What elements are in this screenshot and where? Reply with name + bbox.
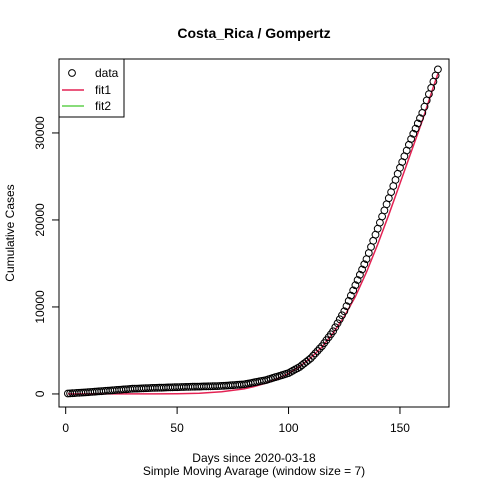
data-point <box>409 129 418 138</box>
data-point <box>329 327 338 336</box>
y-tick-label: 30000 <box>33 116 47 150</box>
data-point <box>353 276 362 284</box>
data-point <box>333 319 342 328</box>
y-tick-label: 10000 <box>33 290 47 324</box>
legend-fit2-label: fit2 <box>95 99 111 113</box>
legend-data-label: data <box>95 66 119 80</box>
legend-box <box>58 58 125 118</box>
legend-fit1-label: fit1 <box>95 83 111 97</box>
data-point <box>413 119 422 128</box>
x-axis-sublabel: Simple Moving Avarage (window size = 7) <box>143 464 365 478</box>
fit1-line <box>67 73 439 395</box>
data-point <box>416 114 424 123</box>
data-point <box>360 260 369 269</box>
legend-data-symbol <box>68 69 76 77</box>
data-point <box>306 354 315 363</box>
data-point <box>309 351 318 360</box>
data-point <box>331 323 340 332</box>
data-point <box>311 349 320 358</box>
data-point <box>338 311 346 320</box>
data-point <box>407 135 416 143</box>
data-point <box>349 286 358 295</box>
series-data <box>64 65 442 398</box>
data-point <box>313 347 322 355</box>
chart-title: Costa_Rica / Gompertz <box>177 25 330 41</box>
legend: data fit1 fit2 <box>58 58 125 118</box>
data-point <box>344 297 353 305</box>
y-axis-label: Cumulative Cases <box>3 184 17 281</box>
data-point <box>358 265 367 274</box>
y-tick-label: 20000 <box>33 203 47 237</box>
x-tick-label: 0 <box>62 421 69 435</box>
data-point <box>340 307 349 316</box>
data-point <box>411 124 420 133</box>
data-point <box>304 356 313 364</box>
x-axis: 0 50 100 150 <box>62 406 410 435</box>
data-point <box>286 368 295 376</box>
data-point <box>351 281 360 290</box>
y-axis: 0 10000 20000 30000 <box>33 116 60 397</box>
series-fit1 <box>67 73 439 395</box>
data-point <box>356 270 364 279</box>
data-point <box>342 302 351 311</box>
data-point <box>347 291 355 300</box>
x-tick-label: 150 <box>390 421 410 435</box>
data-point <box>335 315 344 324</box>
x-axis-label: Days since 2020-03-18 <box>192 451 316 465</box>
x-tick-label: 100 <box>279 421 299 435</box>
data-point <box>434 65 442 74</box>
y-tick-label: 0 <box>33 390 47 397</box>
data-point <box>315 344 324 353</box>
x-tick-label: 50 <box>170 421 184 435</box>
